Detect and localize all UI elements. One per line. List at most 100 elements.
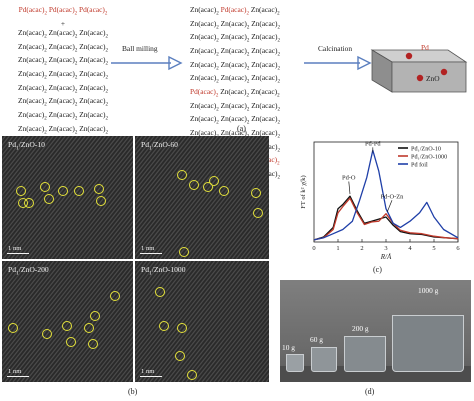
y-axis-label: FT of k² χ(k) bbox=[300, 175, 307, 208]
formula-line: Pd(acac)2 Pd(acac)2 Pd(acac)2 bbox=[18, 5, 108, 17]
formula-line: Zn(acac)2 Zn(acac)2 Zn(acac)2 bbox=[190, 73, 280, 85]
scale-bar bbox=[140, 375, 162, 377]
scale-label: 1 nm bbox=[141, 245, 155, 252]
series-line-2 bbox=[313, 149, 459, 241]
pd-atom-circle bbox=[209, 176, 219, 186]
beaker-60g bbox=[311, 347, 337, 372]
beaker-10g bbox=[286, 354, 304, 372]
pd-atom-circle bbox=[8, 323, 18, 333]
formula-line: Pd(acac)2 Zn(acac)2 Zn(acac)2 bbox=[190, 87, 280, 99]
peak-annotation: Pd-O-Zn bbox=[381, 193, 405, 200]
lattice-texture bbox=[135, 136, 269, 259]
label-200g: 200 g bbox=[352, 324, 369, 333]
pd-atom-circle bbox=[155, 287, 165, 297]
series-line-0 bbox=[313, 195, 459, 241]
exafs-chart: 0 1 2 3 4 5 6 R/Å FT of k² χ(k) Pd₁/ZnO-10Pd₁/ZnO… bbox=[300, 140, 460, 261]
pd-atom-circle bbox=[179, 247, 189, 257]
peak-annotation: Pd-Pd bbox=[365, 140, 381, 147]
zno-support-block bbox=[370, 49, 468, 93]
peak-annotation: Pd-O bbox=[342, 175, 356, 182]
scale-bar bbox=[140, 252, 162, 254]
formula-line: Zn(acac)2 Zn(acac)2 Zn(acac)2 bbox=[18, 123, 108, 136]
pd-atom-circle bbox=[18, 198, 28, 208]
pd-atom-circle bbox=[58, 186, 68, 196]
pd-atom-circle bbox=[66, 337, 76, 347]
pd-atom-dot bbox=[405, 52, 413, 60]
pd-atom-circle bbox=[253, 208, 263, 218]
formula-line: Zn(acac)2 Zn(acac)2 Zn(acac)2 bbox=[190, 100, 280, 113]
formula-line: Zn(acac)2 Zn(acac)2 Zn(acac)2 bbox=[190, 18, 280, 31]
formula-line: Zn(acac)2 Zn(acac)2 Zn(acac)2 bbox=[18, 41, 108, 54]
pd-atom-circle bbox=[177, 170, 187, 180]
ball-milling-label: Ball milling bbox=[122, 44, 158, 53]
scale-bar bbox=[7, 375, 29, 377]
formula-line: Zn(acac)2 Zn(acac)2 Zn(acac)2 bbox=[18, 55, 108, 67]
label-1000g: 1000 g bbox=[418, 286, 439, 295]
scale-bar bbox=[7, 252, 29, 254]
formula-line: Zn(acac)2 Zn(acac)2 Zn(acac)2 bbox=[190, 114, 280, 126]
scale-label: 1 nm bbox=[141, 368, 155, 375]
legend-label: Pd₁/ZnO-10 bbox=[411, 145, 441, 152]
tem-panel-zno-60: Pd1/ZnO-60 1 nm bbox=[135, 136, 269, 259]
formula-line: + bbox=[60, 18, 66, 28]
caption-c: (c) bbox=[373, 265, 382, 274]
pd-atom-circle bbox=[175, 351, 185, 361]
pd-atom-circle bbox=[187, 370, 197, 380]
lattice-texture bbox=[2, 136, 133, 259]
panel-label: Pd1/ZnO-60 bbox=[141, 140, 178, 152]
x-axis-label: R/Å bbox=[380, 253, 392, 261]
panel-label: Pd1/ZnO-1000 bbox=[141, 265, 186, 277]
x-tick-label: 4 bbox=[408, 245, 412, 252]
beaker-1000g bbox=[392, 315, 464, 372]
tem-panel-zno-10: Pd1/ZnO-10 1 nm bbox=[2, 136, 133, 259]
beaker-200g bbox=[344, 336, 386, 372]
x-tick-label: 6 bbox=[456, 245, 460, 252]
tem-panel-zno-1000: Pd1/ZnO-1000 1 nm bbox=[135, 261, 269, 382]
lattice-texture bbox=[135, 261, 269, 382]
pd-atom-circle bbox=[189, 180, 199, 190]
legend-label: Pd foil bbox=[411, 161, 428, 168]
formula-line: Zn(acac)2 Zn(acac)2 Zn(acac)2 bbox=[190, 32, 280, 44]
pd-atom-circle bbox=[177, 323, 187, 333]
pd-atom-circle bbox=[90, 311, 100, 321]
pd-atom-circle bbox=[159, 321, 169, 331]
scale-label: 1 nm bbox=[8, 368, 22, 375]
label-10g: 10 g bbox=[282, 343, 295, 352]
pd-atom-circle bbox=[203, 182, 213, 192]
pd-atom-circle bbox=[44, 194, 54, 204]
pd-atom-circle bbox=[16, 186, 26, 196]
x-tick-label: 5 bbox=[432, 245, 435, 252]
caption-a: (a) bbox=[237, 124, 246, 133]
caption-b: (b) bbox=[128, 387, 138, 396]
calcination-arrow bbox=[304, 55, 372, 71]
pd-atom-circle bbox=[88, 339, 98, 349]
pd-atom-circle bbox=[251, 188, 261, 198]
zno-label: ZnO bbox=[426, 74, 440, 83]
formula-line: Zn(acac)2 Zn(acac)2 Zn(acac)2 bbox=[18, 96, 108, 108]
formula-line: Zn(acac)2 Zn(acac)2 Zn(acac)2 bbox=[18, 27, 108, 40]
formula-line: Zn(acac)2 Pd(acac)2 Zn(acac)2 bbox=[190, 5, 280, 17]
pd-atom-circle bbox=[74, 186, 84, 196]
formula-line: Zn(acac)2 Zn(acac)2 Zn(acac)2 bbox=[190, 59, 280, 72]
pd-atom-dot bbox=[440, 68, 448, 76]
series-line-1 bbox=[313, 197, 459, 241]
formula-line: Zn(acac)2 Zn(acac)2 Zn(acac)2 bbox=[18, 109, 108, 122]
pd-atom-circle bbox=[96, 196, 106, 206]
tem-panel-zno-200: Pd1/ZnO-200 1 nm bbox=[2, 261, 133, 382]
pd-atom-circle bbox=[62, 321, 72, 331]
pd-atom-circle bbox=[219, 186, 229, 196]
pd-atom-circle bbox=[94, 184, 104, 194]
formula-line: Zn(acac)2 Zn(acac)2 Zn(acac)2 bbox=[18, 68, 108, 81]
pd-atom-circle bbox=[40, 182, 50, 192]
legend-label: Pd₁/ZnO-1000 bbox=[411, 153, 447, 160]
caption-d: (d) bbox=[365, 387, 375, 396]
pd-atom-circle bbox=[42, 329, 52, 339]
panel-label: Pd1/ZnO-10 bbox=[8, 140, 45, 152]
label-60g: 60 g bbox=[310, 335, 323, 344]
x-tick-label: 2 bbox=[360, 245, 363, 252]
formula-line: Zn(acac)2 Zn(acac)2 Zn(acac)2 bbox=[190, 46, 280, 58]
pd-atom-dot bbox=[416, 74, 424, 82]
annotation-arrow bbox=[348, 181, 351, 195]
pd-atom-circle bbox=[84, 323, 94, 333]
scale-label: 1 nm bbox=[8, 245, 22, 252]
